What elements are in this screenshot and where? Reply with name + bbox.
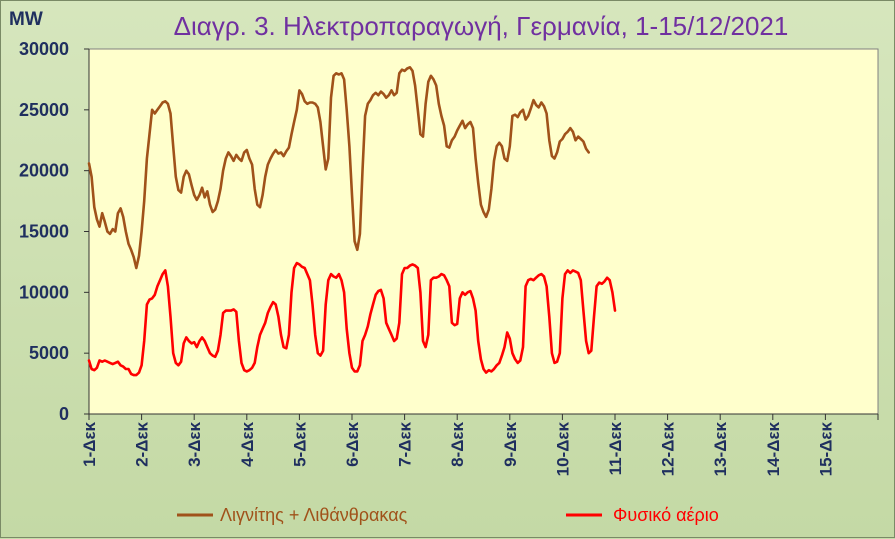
chart-title: Διαγρ. 3. Ηλεκτροπαραγωγή, Γερμανία, 1-1… xyxy=(174,11,789,41)
legend-label-natural-gas: Φυσικό αέριο xyxy=(613,505,719,525)
x-tick-label: 5-Δεκ xyxy=(290,421,309,466)
x-tick-label: 2-Δεκ xyxy=(133,421,152,466)
legend-label-lignite-coal: Λιγνίτης + Λιθάνθρακας xyxy=(220,505,408,525)
x-tick-label: 3-Δεκ xyxy=(185,421,204,466)
y-tick-label: 20000 xyxy=(19,161,69,181)
x-tick-label: 1-Δεκ xyxy=(80,421,99,466)
x-tick-label: 9-Δεκ xyxy=(501,421,520,466)
x-tick-label: 8-Δεκ xyxy=(448,421,467,466)
y-tick-label: 25000 xyxy=(19,100,69,120)
y-axis-unit-label: MW xyxy=(9,9,43,30)
plot-area xyxy=(88,48,879,415)
x-tick-label: 13-Δεκ xyxy=(711,421,730,476)
y-axis: 0 5000 10000 15000 20000 25000 30000 xyxy=(19,39,90,424)
y-tick-label: 15000 xyxy=(19,222,69,242)
legend: Λιγνίτης + Λιθάνθρακας Φυσικό αέριο xyxy=(177,505,719,525)
y-tick-label: 5000 xyxy=(29,343,69,363)
x-tick-label: 10-Δεκ xyxy=(553,421,572,476)
series-layer xyxy=(87,66,617,377)
y-tick-label: 30000 xyxy=(19,39,69,59)
x-tick-label: 4-Δεκ xyxy=(238,421,257,466)
x-tick-label: 12-Δεκ xyxy=(659,421,678,476)
series-line-lignite-coal xyxy=(87,66,591,270)
x-tick-label: 14-Δεκ xyxy=(764,421,783,476)
x-tick-label: 7-Δεκ xyxy=(396,421,415,466)
x-axis: 1-Δεκ 2-Δεκ 3-Δεκ 4-Δεκ 5-Δεκ 6-Δεκ 7-Δεκ 8-Δεκ… xyxy=(80,413,879,476)
x-tick-label: 6-Δεκ xyxy=(343,421,362,466)
y-tick-label: 10000 xyxy=(19,282,69,302)
x-tick-label: 15-Δεκ xyxy=(816,421,835,476)
x-tick-label: 11-Δεκ xyxy=(606,421,625,475)
series-line-natural-gas xyxy=(87,261,617,377)
y-tick-label: 0 xyxy=(59,404,69,424)
